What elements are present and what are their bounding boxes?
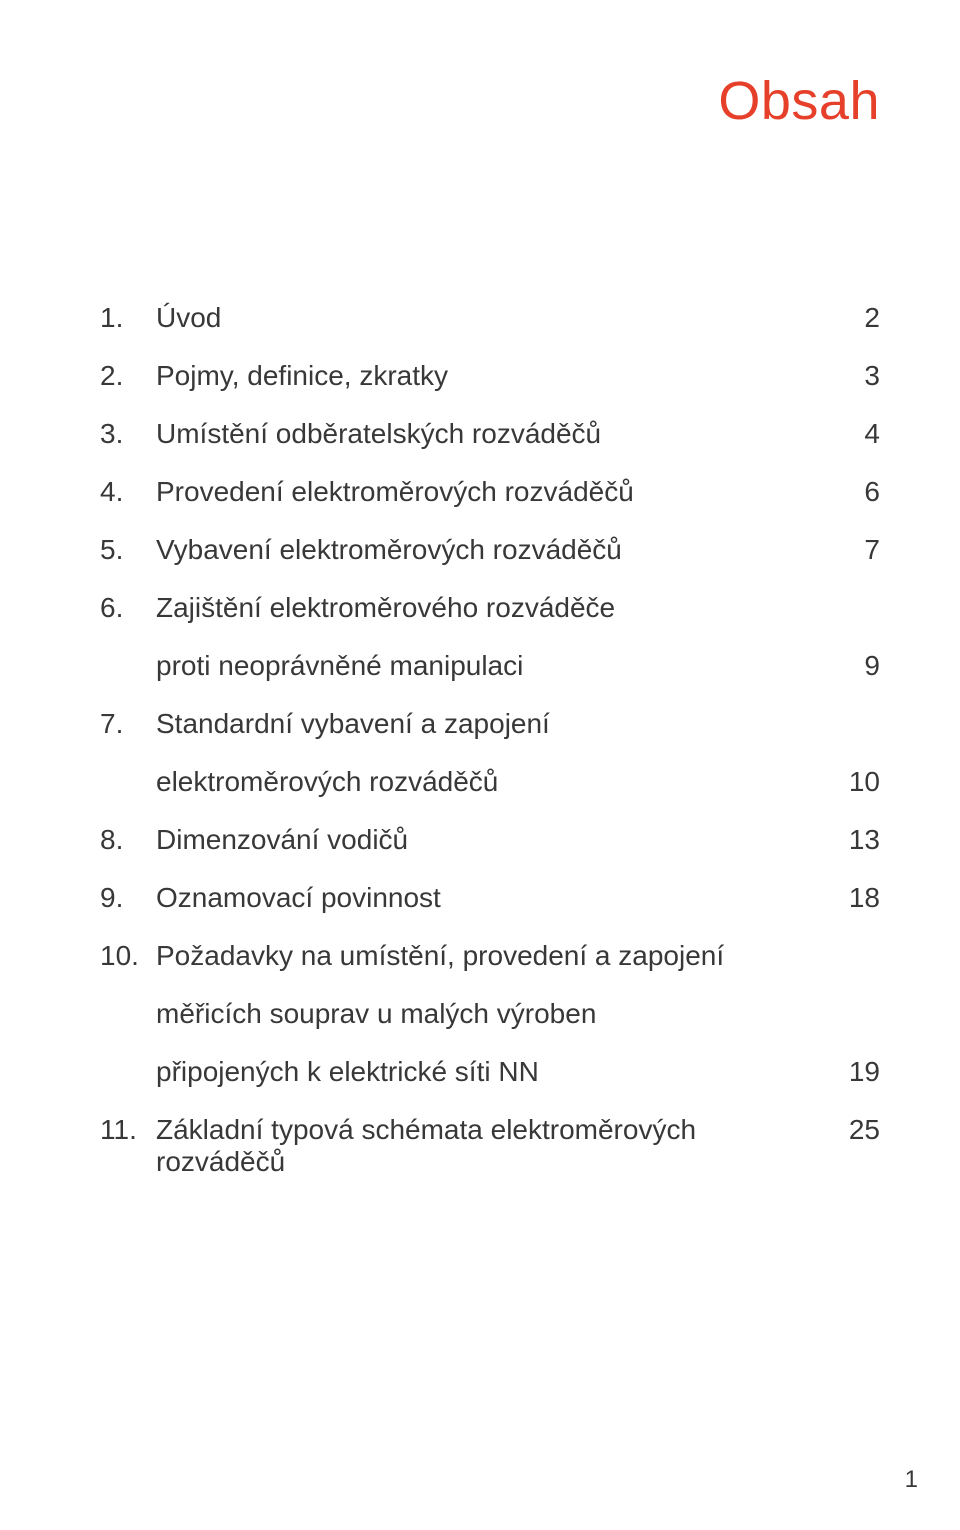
toc-entry-page: 13 — [840, 824, 880, 856]
toc-entry-page: 3 — [840, 360, 880, 392]
toc-entry-number: 4. — [100, 476, 156, 508]
toc-entry-label: Umístění odběratelských rozváděčů — [156, 418, 840, 450]
toc-entry-label: připojených k elektrické síti NN — [156, 1056, 840, 1088]
toc-row: připojených k elektrické síti NN19 — [100, 1056, 880, 1088]
toc-entry-page: 25 — [840, 1114, 880, 1146]
toc-row: 6.Zajištění elektroměrového rozváděče — [100, 592, 880, 624]
toc-entry-label: Zajištění elektroměrového rozváděče — [156, 592, 840, 624]
toc-entry-label: Provedení elektroměrových rozváděčů — [156, 476, 840, 508]
toc-entry-label: Požadavky na umístění, provedení a zapoj… — [156, 940, 840, 972]
toc-entry-number: 7. — [100, 708, 156, 740]
toc-entry-number: 5. — [100, 534, 156, 566]
toc-entry-page: 18 — [840, 882, 880, 914]
toc-row: 10.Požadavky na umístění, provedení a za… — [100, 940, 880, 972]
toc-row: 8.Dimenzování vodičů13 — [100, 824, 880, 856]
toc-row: 9.Oznamovací povinnost18 — [100, 882, 880, 914]
toc-entry-number: 11. — [100, 1114, 156, 1146]
toc-entry-label: Vybavení elektroměrových rozváděčů — [156, 534, 840, 566]
toc-entry-label: elektroměrových rozváděčů — [156, 766, 840, 798]
toc-entry-label: Oznamovací povinnost — [156, 882, 840, 914]
toc-entry-page: 19 — [840, 1056, 880, 1088]
toc-entry-number: 3. — [100, 418, 156, 450]
page-title: Obsah — [100, 70, 880, 132]
table-of-contents: 1.Úvod2 2.Pojmy, definice, zkratky3 3.Umís… — [100, 302, 880, 1178]
toc-entry-label: měřicích souprav u malých výroben — [156, 998, 840, 1030]
toc-row: 4.Provedení elektroměrových rozváděčů6 — [100, 476, 880, 508]
toc-entry-label: Dimenzování vodičů — [156, 824, 840, 856]
toc-entry-number: 2. — [100, 360, 156, 392]
toc-entry-page: 9 — [840, 650, 880, 682]
toc-row: 3.Umístění odběratelských rozváděčů4 — [100, 418, 880, 450]
toc-row: 5.Vybavení elektroměrových rozváděčů7 — [100, 534, 880, 566]
toc-row: 1.Úvod2 — [100, 302, 880, 334]
toc-entry-number: 6. — [100, 592, 156, 624]
toc-row: 7.Standardní vybavení a zapojení — [100, 708, 880, 740]
toc-row: 11.Základní typová schémata elektroměrov… — [100, 1114, 880, 1178]
toc-entry-label: Pojmy, definice, zkratky — [156, 360, 840, 392]
toc-row: proti neoprávněné manipulaci9 — [100, 650, 880, 682]
toc-entry-label: Standardní vybavení a zapojení — [156, 708, 840, 740]
toc-row: měřicích souprav u malých výroben — [100, 998, 880, 1030]
toc-entry-number: 8. — [100, 824, 156, 856]
toc-entry-label: Základní typová schémata elektroměrových… — [156, 1114, 840, 1178]
footer-page-number: 1 — [905, 1466, 918, 1494]
toc-row: 2.Pojmy, definice, zkratky3 — [100, 360, 880, 392]
toc-entry-page: 2 — [840, 302, 880, 334]
toc-entry-page: 7 — [840, 534, 880, 566]
toc-entry-label: proti neoprávněné manipulaci — [156, 650, 840, 682]
toc-entry-page: 6 — [840, 476, 880, 508]
toc-entry-label: Úvod — [156, 302, 840, 334]
toc-entry-number: 10. — [100, 940, 156, 972]
page-container: Obsah 1.Úvod22.Pojmy, definice, zkratky3… — [0, 0, 960, 1178]
toc-entry-page: 10 — [840, 766, 880, 798]
toc-entry-number: 9. — [100, 882, 156, 914]
toc-entry-page: 4 — [840, 418, 880, 450]
toc-entry-number: 1. — [100, 302, 156, 334]
toc-row: elektroměrových rozváděčů10 — [100, 766, 880, 798]
